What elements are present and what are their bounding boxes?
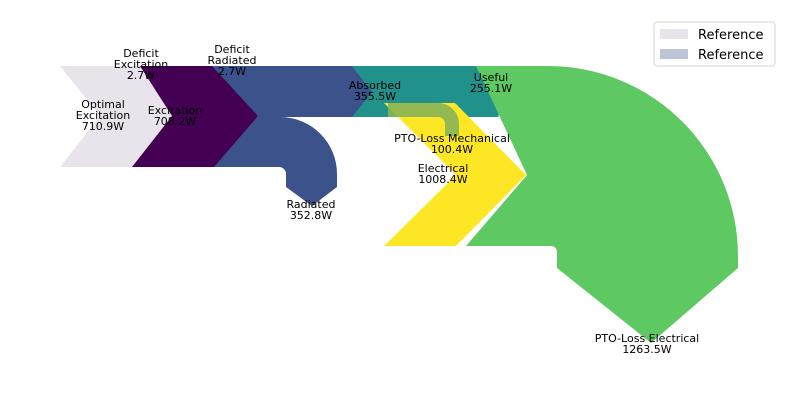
label-line: 1008.4W — [418, 173, 467, 186]
label-deficit-radiated: Deficit Radiated 2.7W — [208, 43, 257, 78]
label-line: Optimal — [81, 98, 125, 111]
label-line: 710.9W — [82, 120, 124, 133]
label-optimal: Optimal Excitation 710.9W — [76, 98, 131, 133]
label-pto-mech: PTO-Loss Mechanical 100.4W — [394, 132, 510, 156]
label-useful: Useful 255.1W — [470, 71, 512, 95]
flow-pto-loss-mechanical — [388, 103, 459, 136]
flow-pto-loss-electrical — [466, 66, 738, 343]
flow-optimal-excitation — [60, 66, 180, 167]
label-radiated: Radiated 352.8W — [287, 198, 336, 222]
legend-label: Reference — [698, 28, 763, 43]
label-pto-elec: PTO-Loss Electrical 1263.5W — [595, 332, 699, 356]
legend-swatch — [660, 29, 688, 39]
label-line: Radiated — [208, 54, 257, 67]
label-line: Absorbed — [349, 79, 401, 92]
label-line: Radiated — [287, 198, 336, 211]
label-line: Excitation — [148, 104, 203, 117]
label-absorbed: Absorbed 355.5W — [349, 79, 401, 103]
label-electrical: Electrical 1008.4W — [418, 162, 469, 186]
label-line: 2.7W — [218, 65, 246, 78]
label-line: Electrical — [418, 162, 469, 175]
label-line: Deficit — [123, 47, 159, 60]
label-line: PTO-Loss Mechanical — [394, 132, 510, 145]
label-line: 352.8W — [290, 209, 332, 222]
label-line: Excitation — [76, 109, 131, 122]
label-excitation: Excitation 708.2W — [148, 104, 203, 128]
legend-swatch — [660, 49, 688, 59]
legend: Reference Reference — [653, 21, 776, 67]
legend-label: Reference — [698, 48, 763, 63]
label-line: PTO-Loss Electrical — [595, 332, 699, 345]
label-line: 355.5W — [354, 90, 396, 103]
label-line: 708.2W — [154, 115, 196, 128]
label-line: Excitation — [114, 58, 169, 71]
label-deficit-excitation: Deficit Excitation 2.7W — [114, 47, 169, 82]
label-line: Useful — [474, 71, 508, 84]
flow-electrical — [384, 103, 526, 246]
flow-excitation — [132, 66, 258, 167]
label-line: 255.1W — [470, 82, 512, 95]
flow-radiated — [212, 66, 375, 206]
flow-shapes — [60, 66, 738, 343]
label-line: Deficit — [214, 43, 250, 56]
label-line: 100.4W — [431, 143, 473, 156]
label-line: 2.7W — [127, 69, 155, 82]
label-line: 1263.5W — [622, 343, 671, 356]
